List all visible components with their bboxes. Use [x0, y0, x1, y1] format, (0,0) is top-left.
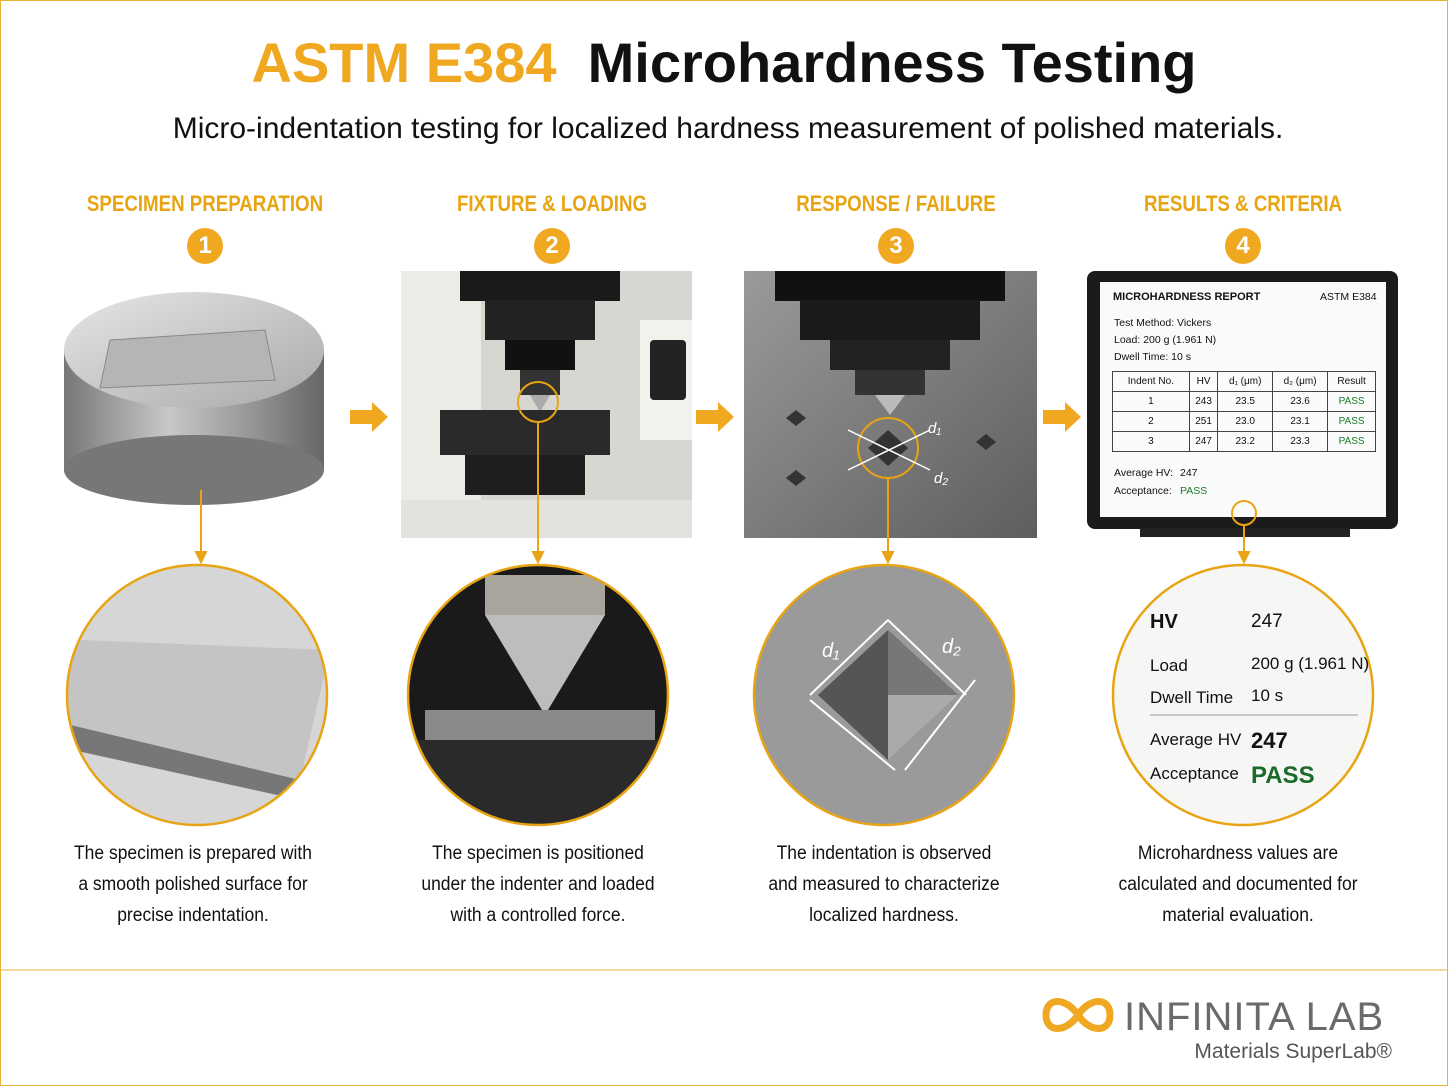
step-label: RESPONSE / FAILURE [796, 191, 996, 216]
step-number: 3 [878, 228, 914, 264]
zoom-connectors [194, 422, 1251, 565]
report-meta-line: Test Method: Vickers [1114, 317, 1212, 329]
report-table: Indent No. HV d₁ (μm) d₂ (μm) Result 1 243 23.5… [1112, 371, 1376, 452]
step2-image [401, 271, 692, 538]
cell: 23.3 [1271, 431, 1329, 452]
header-cell: Result [1327, 371, 1376, 392]
cell: 23.5 [1217, 391, 1273, 412]
step-label: RESULTS & CRITERIA [1143, 191, 1343, 216]
step-description: Microhardness values are calculated and … [1118, 843, 1358, 926]
step-description: The specimen is positioned under the ind… [421, 843, 655, 926]
report-meta-line: Dwell Time: 10 s [1114, 351, 1192, 363]
report-standard: ASTM E384 [1320, 291, 1377, 303]
report-title: MICROHARDNESS REPORT [1113, 291, 1261, 303]
zoom3 [754, 565, 1014, 825]
cell: 251 [1188, 411, 1219, 432]
report-meta-line: Load: 200 g (1.961 N) [1114, 334, 1217, 346]
logo-mark [1042, 998, 1114, 1032]
step1-image [64, 292, 324, 505]
summary-value: 247 [1251, 728, 1288, 753]
step-number: 1 [187, 228, 223, 264]
cell: PASS [1327, 411, 1376, 432]
report-acceptance-value: PASS [1180, 485, 1208, 497]
zoom2 [408, 565, 668, 825]
table-row: 1 243 23.5 23.6 PASS [1112, 391, 1376, 412]
cell: 23.1 [1271, 411, 1329, 432]
zoom1 [67, 565, 327, 825]
title-rest: Microhardness Testing [587, 31, 1197, 94]
report-acceptance-label: Acceptance: [1114, 485, 1172, 497]
header-cell: d₁ (μm) [1217, 371, 1273, 392]
step-description: The specimen is prepared with a smooth p… [73, 843, 313, 926]
cell: 247 [1188, 431, 1219, 452]
step-number: 2 [534, 228, 570, 264]
summary-label: Acceptance [1150, 764, 1239, 783]
flow-arrows [350, 402, 1081, 432]
cell: 23.0 [1217, 411, 1273, 432]
subtitle: Micro-indentation testing for localized … [172, 112, 1284, 145]
title-code: ASTM E384 [251, 31, 557, 94]
step-label: SPECIMEN PREPARATION [86, 191, 324, 216]
report-average-label: Average HV: [1114, 467, 1173, 479]
summary-value: 10 s [1251, 686, 1284, 705]
table-header: Indent No. HV d₁ (μm) d₂ (μm) Result [1112, 371, 1376, 392]
cell: 243 [1188, 391, 1219, 412]
summary-label: Average HV [1150, 730, 1242, 749]
table-row: 2 251 23.0 23.1 PASS [1112, 411, 1376, 432]
cell: 1 [1112, 391, 1190, 412]
table-row: 3 247 23.2 23.3 PASS [1112, 431, 1376, 452]
cell: 23.6 [1271, 391, 1329, 412]
indent-d2: d₂ [934, 470, 949, 487]
cell: 2 [1112, 411, 1190, 432]
header-cell: d₂ (μm) [1271, 371, 1329, 392]
tagline: Materials SuperLab® [1194, 1040, 1392, 1063]
summary-label: Load [1150, 656, 1188, 675]
summary-value: 200 g (1.961 N) [1251, 654, 1370, 673]
report-average-value: 247 [1180, 467, 1198, 479]
summary-value: PASS [1251, 762, 1315, 789]
step3-image [744, 271, 1037, 538]
step-description: The indentation is observed and measured… [768, 843, 1000, 926]
zoom-rims [65, 563, 1375, 827]
summary-label: HV [1150, 611, 1178, 633]
header-cell: Indent No. [1112, 371, 1190, 392]
zoom-d2: d₂ [942, 636, 961, 658]
step-number: 4 [1225, 228, 1261, 264]
summary-value: 247 [1251, 611, 1283, 632]
indent-d1: d₁ [928, 420, 942, 437]
cell: 3 [1112, 431, 1190, 452]
cell: PASS [1327, 391, 1376, 412]
brand: INFINITA LAB [1124, 995, 1385, 1039]
cell: 23.2 [1217, 431, 1273, 452]
title: ASTM E384 Microhardness Testing [252, 30, 1197, 95]
header-cell: HV [1188, 371, 1219, 392]
summary-label: Dwell Time [1150, 688, 1234, 707]
zoom-d1: d₁ [822, 640, 840, 662]
step-label: FIXTURE & LOADING [456, 191, 648, 216]
cell: PASS [1327, 431, 1376, 452]
